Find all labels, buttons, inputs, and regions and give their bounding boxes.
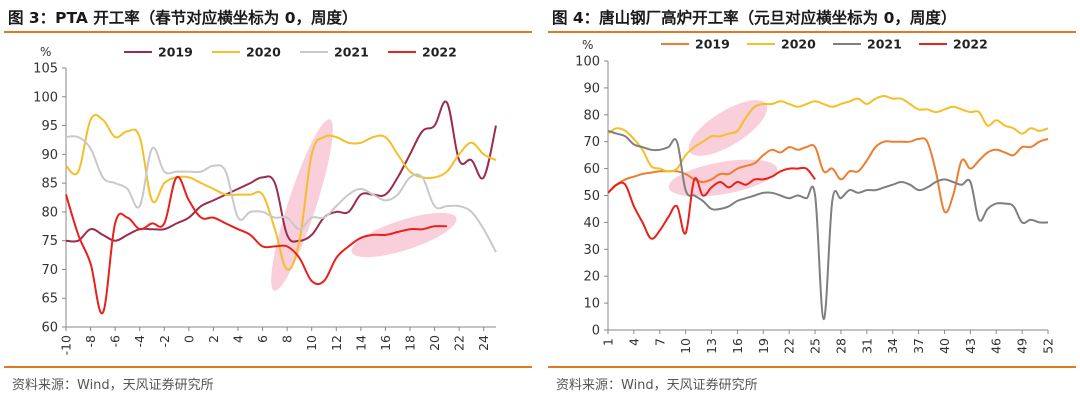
- y-tick-label: 95: [41, 119, 58, 134]
- series-line-2020: [607, 95, 1049, 173]
- chart-title: 图 3：PTA 开工率（春节对应横坐标为 0，周度）: [8, 9, 358, 27]
- title-divider: [548, 31, 1076, 33]
- x-tick-label: 22: [452, 335, 467, 351]
- source-divider: [4, 366, 532, 368]
- y-tick-label: 10: [583, 297, 600, 312]
- y-tick-label: 70: [41, 263, 58, 278]
- series-line-2021: [65, 135, 497, 253]
- y-tick-label: 60: [41, 321, 58, 336]
- x-tick-label: 10: [304, 335, 319, 351]
- chart-title: 图 4：唐山钢厂高炉开工率（元旦对应横坐标为 0，周度）: [552, 9, 957, 27]
- x-tick-label: 4: [626, 338, 641, 346]
- blast-furnace-panel: 图 4：唐山钢厂高炉开工率（元旦对应横坐标为 0，周度） % 0 10 20 30 40 5…: [548, 0, 1076, 405]
- highlight-ellipse: [351, 212, 457, 258]
- legend-label: 2020: [781, 37, 816, 52]
- source-note: 资料来源：Wind，天风证券研究所: [12, 378, 214, 393]
- y-tick-label: 85: [41, 177, 58, 192]
- x-tick-label: 40: [937, 338, 952, 354]
- y-tick-label: 20: [583, 270, 600, 285]
- x-tick-label: 28: [833, 338, 848, 354]
- x-tick-label: -4: [132, 335, 147, 348]
- x-tick-label: -6: [108, 335, 123, 348]
- x-tick-label: 16: [378, 335, 393, 351]
- y-tick-label: 40: [583, 216, 600, 231]
- x-tick-label: 25: [808, 338, 823, 354]
- y-tick-label: 90: [41, 148, 58, 163]
- legend-label: 2022: [953, 37, 988, 52]
- x-tick-label: 1: [601, 338, 616, 346]
- legend-label: 2022: [422, 45, 457, 60]
- y-tick-label: 100: [575, 55, 600, 70]
- y-axis-label: %: [582, 38, 593, 52]
- x-tick-label: 19: [756, 338, 771, 354]
- y-tick-label: 70: [583, 135, 600, 150]
- x-tick-label: 46: [989, 338, 1004, 354]
- y-tick-label: 100: [33, 90, 58, 105]
- x-tick-label: 20: [427, 335, 442, 351]
- x-tick-label: 34: [885, 338, 900, 354]
- x-tick-label: 18: [403, 335, 418, 351]
- x-tick-label: 52: [1041, 338, 1056, 354]
- x-tick-label: 16: [730, 338, 745, 354]
- y-tick-label: 105: [33, 62, 58, 77]
- blast-furnace-line-chart: % 0 10 20 30 40 50 60 70 80 90 100 1 4 7 10 13 16 19 22 25 28…: [575, 37, 1056, 354]
- y-tick-label: 80: [583, 108, 600, 123]
- y-tick-label: 90: [583, 81, 600, 96]
- x-tick-label: -8: [83, 335, 98, 348]
- x-tick-label: 37: [911, 338, 926, 354]
- source-note: 资料来源：Wind，天风证券研究所: [556, 378, 758, 393]
- y-tick-label: 60: [583, 162, 600, 177]
- y-tick-label: 50: [583, 189, 600, 204]
- x-tick-label: 14: [353, 335, 368, 351]
- y-axis-label: %: [40, 45, 51, 59]
- x-tick-label: -10: [59, 335, 74, 355]
- x-tick-label: 10: [678, 338, 693, 354]
- y-tick-label: 0: [592, 324, 600, 339]
- x-tick-label: 13: [704, 338, 719, 354]
- y-tick-label: 30: [583, 243, 600, 258]
- legend-label: 2020: [246, 45, 281, 60]
- highlight-ellipse: [271, 119, 333, 291]
- series-line-2022: [607, 166, 816, 240]
- legend-label: 2021: [334, 45, 369, 60]
- x-tick-label: 4: [231, 335, 246, 343]
- x-tick-label: 22: [782, 338, 797, 354]
- x-tick-label: 0: [181, 335, 196, 343]
- x-tick-label: 24: [476, 335, 491, 351]
- x-tick-label: 31: [859, 338, 874, 354]
- legend-label: 2021: [867, 37, 902, 52]
- series-line-2021: [607, 129, 1049, 321]
- highlight-ellipse: [668, 159, 778, 197]
- x-tick-label: 6: [255, 335, 270, 343]
- x-tick-label: 8: [280, 335, 295, 343]
- y-tick-label: 65: [41, 292, 58, 307]
- pta-panel: 图 3：PTA 开工率（春节对应横坐标为 0，周度） % 60 65 70 75 80 85…: [4, 0, 532, 405]
- highlight-ellipse: [688, 100, 768, 156]
- title-divider: [4, 31, 532, 33]
- x-tick-label: 12: [329, 335, 344, 351]
- series-line-2019: [607, 137, 1049, 214]
- x-tick-label: 43: [963, 338, 978, 354]
- x-tick-label: 2: [206, 335, 221, 343]
- legend-label: 2019: [158, 45, 193, 60]
- x-tick-label: -2: [157, 335, 172, 347]
- source-divider: [548, 366, 1076, 368]
- series-line-2022: [65, 175, 447, 315]
- x-tick-label: 49: [1015, 338, 1030, 354]
- y-tick-label: 75: [41, 234, 58, 249]
- x-tick-label: 7: [652, 338, 667, 346]
- legend-label: 2019: [695, 37, 730, 52]
- y-tick-label: 80: [41, 205, 58, 220]
